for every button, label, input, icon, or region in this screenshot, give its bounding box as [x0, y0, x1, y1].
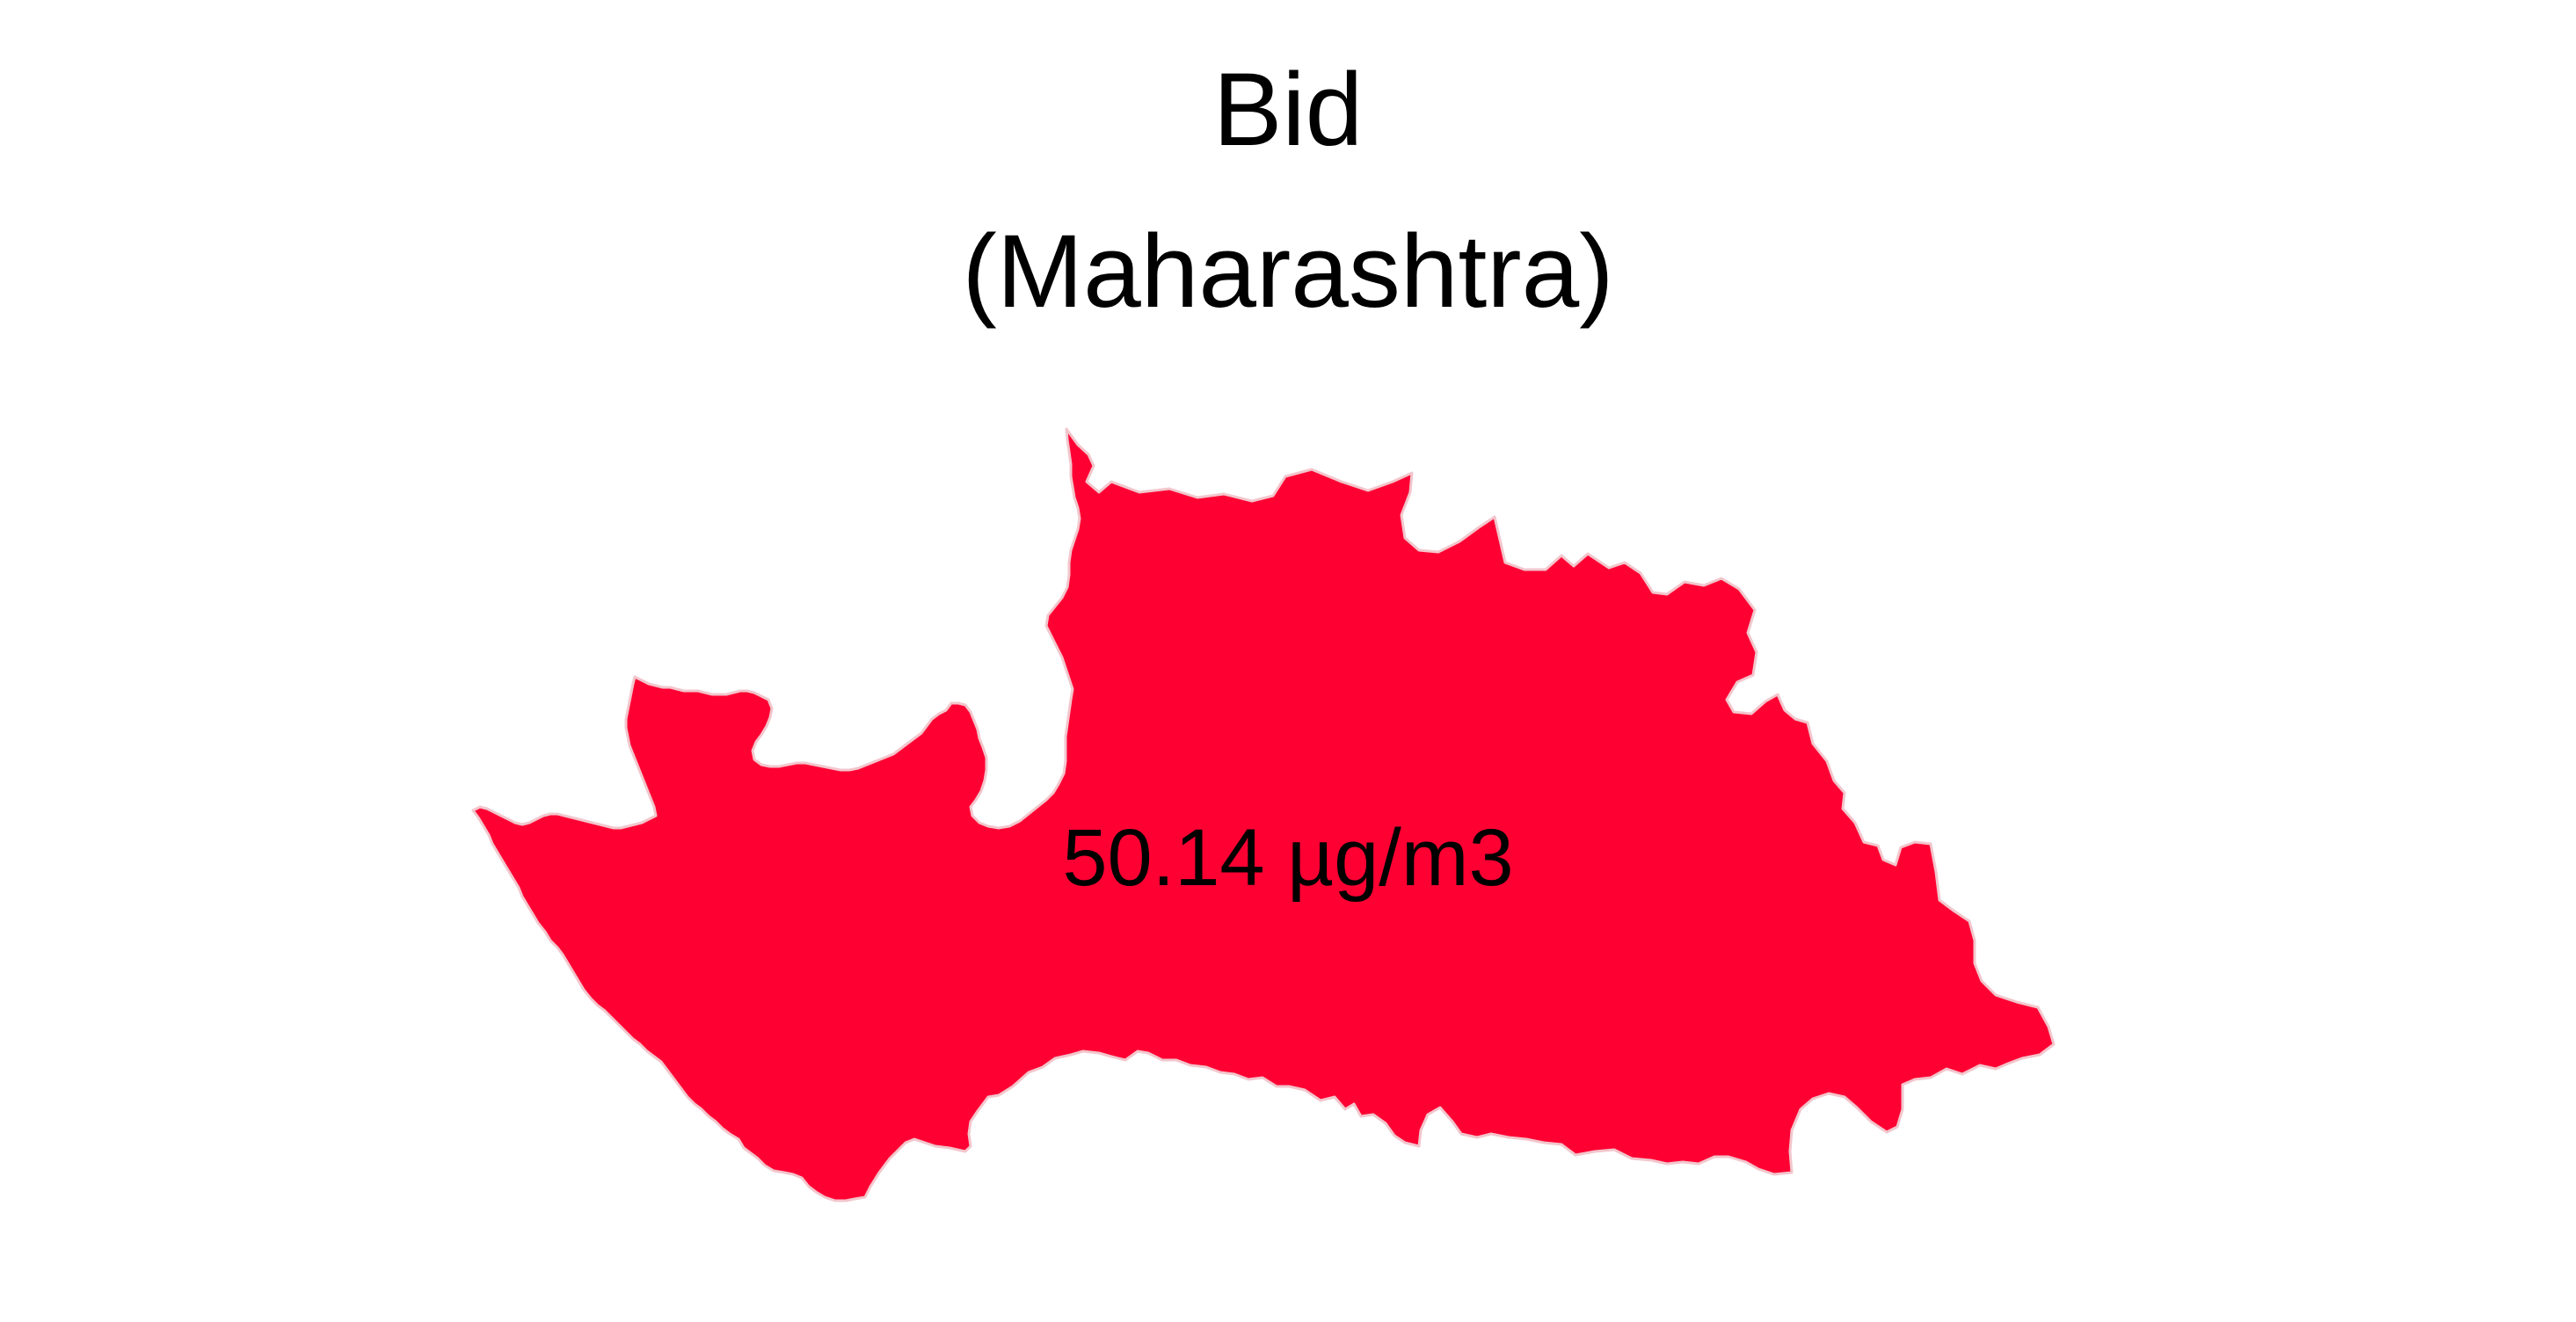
district-region-bid: [471, 427, 2056, 1202]
map-title: Bid: [1212, 52, 1364, 168]
map-subtitle: (Maharashtra): [962, 214, 1614, 330]
pollution-value-label: 50.14 µg/m3: [1062, 813, 1514, 903]
